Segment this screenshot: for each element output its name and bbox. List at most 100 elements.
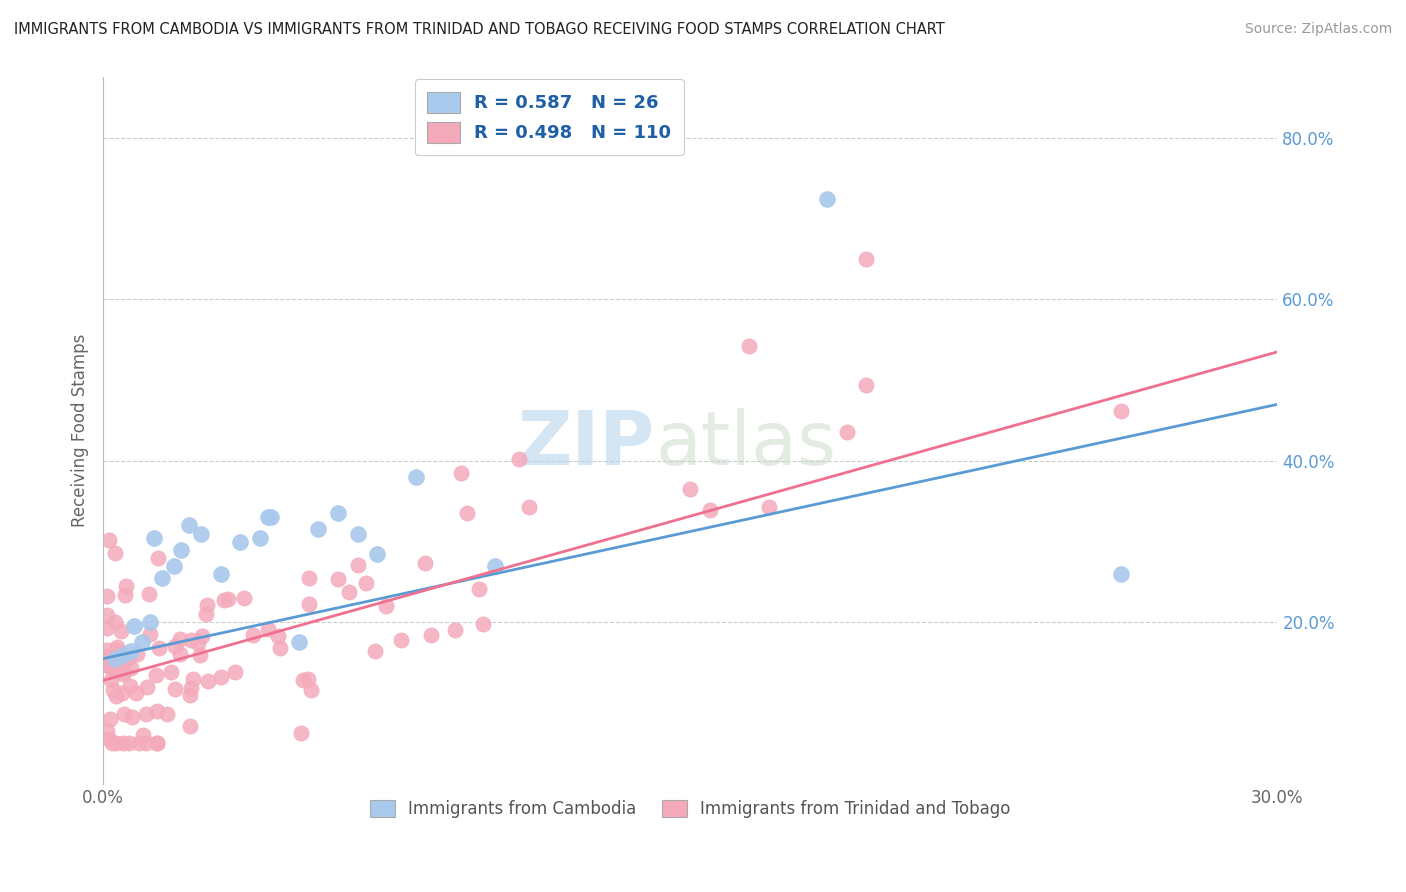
Point bbox=[125, 686, 148, 700]
Point bbox=[299, 682, 322, 697]
Text: Source: ZipAtlas.com: Source: ZipAtlas.com bbox=[1244, 22, 1392, 37]
Point bbox=[138, 627, 160, 641]
Point bbox=[127, 647, 149, 661]
Point bbox=[197, 673, 219, 688]
Point bbox=[256, 622, 278, 636]
Point bbox=[290, 726, 312, 740]
Point bbox=[326, 506, 349, 520]
Y-axis label: Receiving Food Stamps: Receiving Food Stamps bbox=[72, 334, 89, 527]
Point bbox=[145, 736, 167, 750]
Point bbox=[260, 510, 283, 524]
Point bbox=[98, 533, 121, 547]
Point bbox=[162, 558, 184, 573]
Point bbox=[111, 655, 134, 669]
Point bbox=[229, 534, 252, 549]
Point bbox=[180, 633, 202, 648]
Point bbox=[114, 664, 136, 678]
Point bbox=[190, 526, 212, 541]
Point bbox=[326, 573, 349, 587]
Point bbox=[120, 661, 142, 675]
Point bbox=[835, 425, 858, 439]
Point bbox=[104, 643, 127, 657]
Point bbox=[101, 683, 124, 698]
Point bbox=[298, 597, 321, 611]
Point bbox=[183, 672, 205, 686]
Point bbox=[855, 252, 877, 266]
Point bbox=[363, 643, 385, 657]
Point bbox=[297, 672, 319, 686]
Point bbox=[146, 551, 169, 566]
Point bbox=[366, 547, 388, 561]
Point bbox=[179, 719, 201, 733]
Point bbox=[389, 632, 412, 647]
Point bbox=[242, 628, 264, 642]
Point bbox=[456, 506, 478, 520]
Point bbox=[224, 665, 246, 679]
Point bbox=[118, 736, 141, 750]
Point bbox=[115, 579, 138, 593]
Point bbox=[118, 679, 141, 693]
Point bbox=[415, 557, 437, 571]
Point bbox=[159, 665, 181, 680]
Point bbox=[679, 482, 702, 496]
Point bbox=[132, 728, 155, 742]
Point bbox=[96, 724, 118, 739]
Point bbox=[96, 657, 118, 672]
Point bbox=[135, 680, 157, 694]
Point bbox=[105, 640, 128, 655]
Point bbox=[256, 510, 278, 524]
Point bbox=[112, 707, 135, 722]
Point bbox=[307, 523, 329, 537]
Point bbox=[121, 709, 143, 723]
Point bbox=[758, 500, 780, 514]
Point bbox=[354, 576, 377, 591]
Point bbox=[96, 607, 118, 622]
Point bbox=[100, 673, 122, 688]
Point bbox=[135, 706, 157, 721]
Point bbox=[405, 470, 427, 484]
Point bbox=[138, 587, 160, 601]
Point bbox=[156, 706, 179, 721]
Point bbox=[97, 731, 120, 746]
Point bbox=[114, 588, 136, 602]
Point bbox=[118, 649, 141, 664]
Point bbox=[346, 558, 368, 572]
Point bbox=[105, 736, 128, 750]
Point bbox=[96, 589, 118, 603]
Point bbox=[112, 736, 135, 750]
Point bbox=[146, 704, 169, 718]
Point bbox=[103, 660, 125, 674]
Point bbox=[191, 629, 214, 643]
Point bbox=[337, 585, 360, 599]
Point bbox=[139, 615, 162, 630]
Point bbox=[179, 518, 201, 533]
Point bbox=[104, 615, 127, 630]
Point bbox=[97, 659, 120, 673]
Point bbox=[104, 665, 127, 679]
Point bbox=[169, 632, 191, 647]
Point bbox=[420, 628, 443, 642]
Point bbox=[269, 640, 291, 655]
Point bbox=[131, 635, 153, 649]
Point bbox=[169, 647, 191, 661]
Point bbox=[97, 657, 120, 672]
Point bbox=[104, 546, 127, 560]
Text: ZIP: ZIP bbox=[517, 409, 655, 481]
Point bbox=[209, 566, 232, 581]
Point bbox=[1109, 566, 1132, 581]
Point bbox=[375, 599, 398, 613]
Point bbox=[195, 607, 218, 622]
Point bbox=[450, 467, 472, 481]
Point bbox=[101, 736, 124, 750]
Point bbox=[815, 192, 838, 206]
Point bbox=[468, 582, 491, 596]
Point bbox=[96, 621, 118, 635]
Point bbox=[188, 648, 211, 662]
Point bbox=[212, 593, 235, 607]
Point bbox=[165, 639, 187, 653]
Point bbox=[110, 624, 132, 638]
Text: IMMIGRANTS FROM CAMBODIA VS IMMIGRANTS FROM TRINIDAD AND TOBAGO RECEIVING FOOD S: IMMIGRANTS FROM CAMBODIA VS IMMIGRANTS F… bbox=[14, 22, 945, 37]
Point bbox=[484, 558, 506, 573]
Point bbox=[96, 649, 118, 664]
Point bbox=[120, 643, 142, 657]
